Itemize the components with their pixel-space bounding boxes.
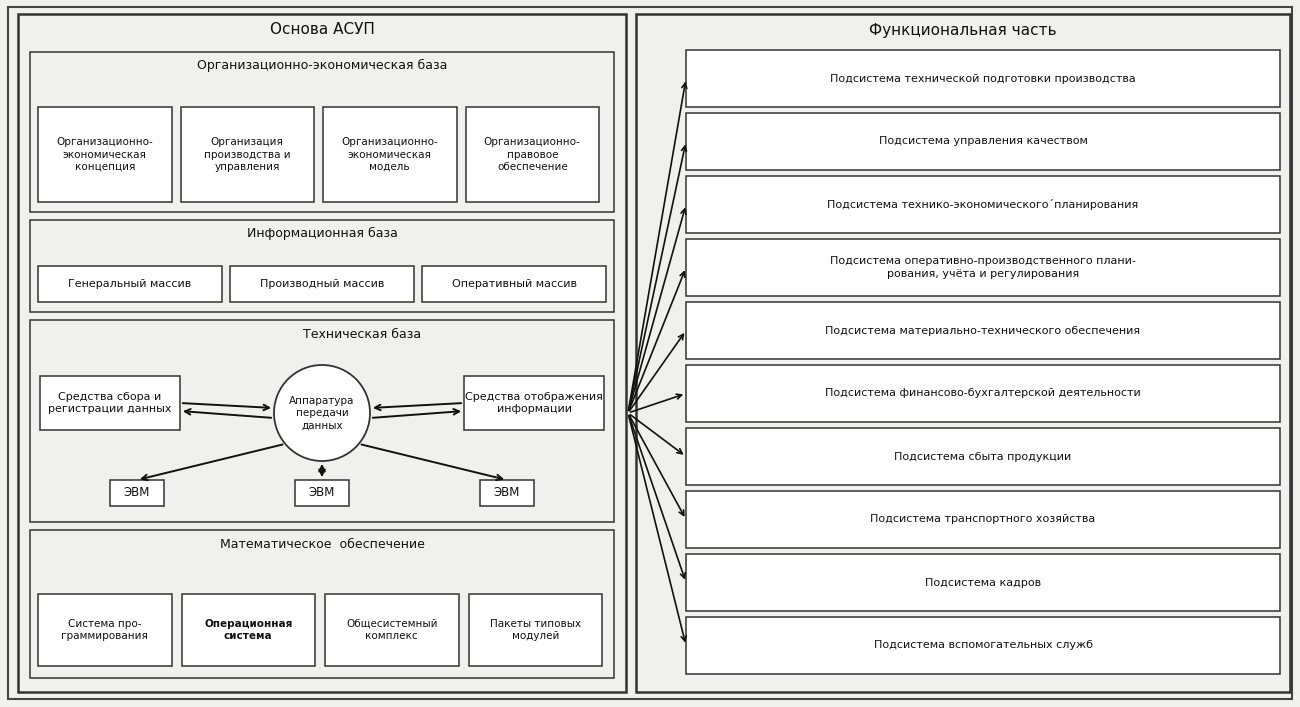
FancyBboxPatch shape (181, 107, 315, 202)
Text: Подсистема сбыта продукции: Подсистема сбыта продукции (894, 452, 1071, 462)
FancyBboxPatch shape (8, 7, 1292, 699)
Text: Генеральный массив: Генеральный массив (69, 279, 191, 289)
Text: Подсистема вспомогательных служб: Подсистема вспомогательных служб (874, 641, 1092, 650)
FancyBboxPatch shape (686, 113, 1280, 170)
FancyBboxPatch shape (468, 594, 602, 666)
FancyBboxPatch shape (686, 428, 1280, 485)
Text: Операционная
система: Операционная система (204, 619, 292, 641)
Text: ЭВМ: ЭВМ (494, 486, 520, 500)
Text: Средства сбора и
регистрации данных: Средства сбора и регистрации данных (48, 392, 172, 414)
Text: Система про-
граммирования: Система про- граммирования (61, 619, 148, 641)
Text: Организационно-
экономическая
концепция: Организационно- экономическая концепция (56, 137, 153, 172)
Text: Подсистема материально-технического обеспечения: Подсистема материально-технического обес… (826, 325, 1140, 336)
FancyBboxPatch shape (182, 594, 315, 666)
Text: Организационно-
экономическая
модель: Организационно- экономическая модель (342, 137, 438, 172)
Text: Подсистема кадров: Подсистема кадров (924, 578, 1041, 588)
Text: Подсистема управления качеством: Подсистема управления качеством (879, 136, 1087, 146)
Text: Техническая база: Техническая база (303, 327, 421, 341)
FancyBboxPatch shape (38, 266, 222, 302)
FancyBboxPatch shape (322, 107, 456, 202)
FancyBboxPatch shape (686, 365, 1280, 422)
FancyBboxPatch shape (636, 14, 1290, 692)
Text: ЭВМ: ЭВМ (309, 486, 335, 500)
FancyBboxPatch shape (111, 480, 164, 506)
FancyBboxPatch shape (30, 530, 614, 678)
FancyBboxPatch shape (295, 480, 348, 506)
FancyBboxPatch shape (230, 266, 413, 302)
Text: Основа АСУП: Основа АСУП (269, 23, 374, 37)
FancyBboxPatch shape (30, 220, 614, 312)
FancyBboxPatch shape (686, 302, 1280, 359)
FancyBboxPatch shape (464, 376, 604, 430)
Text: Информационная база: Информационная база (247, 226, 398, 240)
FancyBboxPatch shape (465, 107, 599, 202)
Text: Производный массив: Производный массив (260, 279, 385, 289)
Text: Организация
производства и
управления: Организация производства и управления (204, 137, 291, 172)
FancyBboxPatch shape (30, 320, 614, 522)
Text: Средства отображения
информации: Средства отображения информации (465, 392, 603, 414)
Circle shape (274, 365, 370, 461)
FancyBboxPatch shape (686, 176, 1280, 233)
Text: Общесистемный
комплекс: Общесистемный комплекс (346, 619, 438, 641)
Text: Подсистема финансово-бухгалтерской деятельности: Подсистема финансово-бухгалтерской деяте… (826, 389, 1141, 399)
Text: Организационно-
правовое
обеспечение: Организационно- правовое обеспечение (484, 137, 581, 172)
Text: Пакеты типовых
модулей: Пакеты типовых модулей (490, 619, 581, 641)
FancyBboxPatch shape (38, 594, 172, 666)
Text: Аппаратура
передачи
данных: Аппаратура передачи данных (290, 396, 355, 431)
FancyBboxPatch shape (686, 554, 1280, 611)
FancyBboxPatch shape (18, 14, 627, 692)
FancyBboxPatch shape (422, 266, 606, 302)
Text: ЭВМ: ЭВМ (124, 486, 151, 500)
FancyBboxPatch shape (686, 239, 1280, 296)
Text: Подсистема оперативно-производственного плани-
рования, учёта и регулирования: Подсистема оперативно-производственного … (831, 257, 1136, 279)
FancyBboxPatch shape (325, 594, 459, 666)
Text: Математическое  обеспечение: Математическое обеспечение (220, 537, 424, 551)
FancyBboxPatch shape (30, 52, 614, 212)
Text: Подсистема транспортного хозяйства: Подсистема транспортного хозяйства (871, 515, 1096, 525)
FancyBboxPatch shape (40, 376, 179, 430)
Text: Оперативный массив: Оперативный массив (451, 279, 576, 289)
FancyBboxPatch shape (686, 491, 1280, 548)
Text: Организационно-экономическая база: Организационно-экономическая база (196, 59, 447, 71)
Text: Подсистема технической подготовки производства: Подсистема технической подготовки произв… (831, 74, 1136, 83)
FancyBboxPatch shape (686, 617, 1280, 674)
Text: Функциональная часть: Функциональная часть (870, 23, 1057, 37)
FancyBboxPatch shape (686, 50, 1280, 107)
FancyBboxPatch shape (38, 107, 172, 202)
FancyBboxPatch shape (480, 480, 534, 506)
Text: Подсистема технико-экономического´планирования: Подсистема технико-экономического´планир… (827, 199, 1139, 210)
